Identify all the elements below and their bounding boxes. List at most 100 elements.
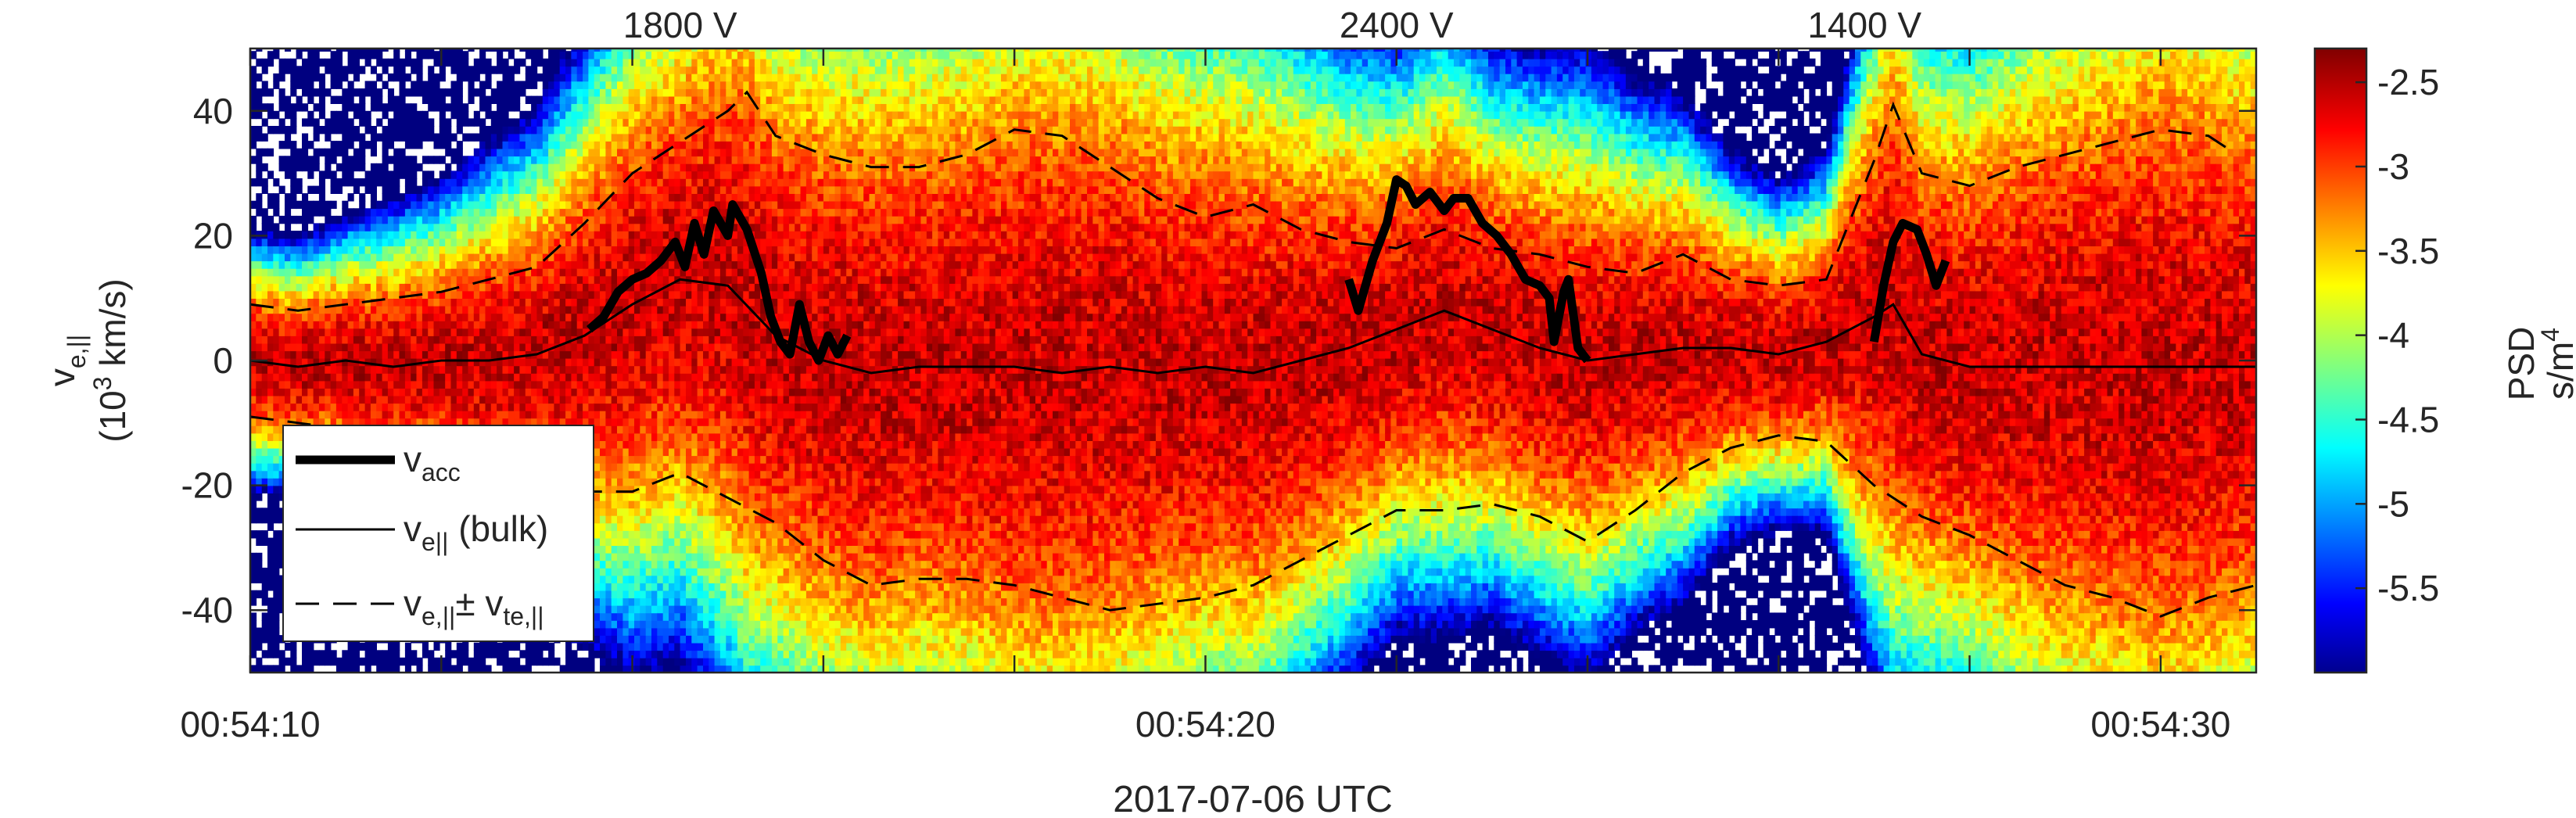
heatmap-cell	[348, 365, 354, 373]
heatmap-cell	[273, 433, 279, 441]
heatmap-cell	[342, 658, 348, 666]
heatmap-cell	[536, 51, 543, 59]
heatmap-cell	[279, 283, 285, 291]
heatmap-cell	[428, 178, 434, 186]
heatmap-cell	[531, 313, 537, 321]
heatmap-cell	[405, 658, 411, 666]
heatmap-cell	[479, 291, 486, 299]
heatmap-cell	[336, 321, 343, 328]
heatmap-cell	[267, 388, 274, 396]
heatmap-cell	[422, 643, 429, 651]
heatmap-cell	[594, 74, 601, 81]
heatmap-cell	[376, 239, 382, 246]
heatmap-cell	[531, 156, 537, 163]
heatmap-cell	[554, 335, 560, 343]
heatmap-cell	[348, 268, 354, 276]
heatmap-cell	[365, 658, 371, 666]
heatmap-cell	[342, 358, 348, 366]
heatmap-cell	[434, 186, 440, 194]
heatmap-cell	[417, 411, 423, 418]
heatmap-cell	[400, 246, 406, 253]
heatmap-cell	[336, 411, 343, 418]
heatmap-cell	[612, 500, 618, 508]
heatmap-cell	[622, 658, 629, 666]
heatmap-cell	[629, 620, 635, 628]
heatmap-cell	[359, 643, 365, 651]
heatmap-cell	[256, 201, 262, 209]
heatmap-cell	[519, 223, 526, 231]
heatmap-cell	[588, 373, 594, 381]
heatmap-cell	[348, 163, 354, 171]
heatmap-cell	[439, 66, 446, 74]
heatmap-cell	[382, 163, 389, 171]
heatmap-cell	[400, 276, 406, 284]
heatmap-cell	[285, 66, 291, 74]
heatmap-cell	[497, 51, 503, 59]
heatmap-cell	[571, 246, 577, 253]
heatmap-cell	[577, 350, 583, 358]
heatmap-cell	[543, 111, 549, 119]
heatmap-cell	[411, 216, 417, 224]
heatmap-cell	[314, 388, 320, 396]
heatmap-cell	[279, 126, 285, 134]
heatmap-cell	[371, 373, 377, 381]
heatmap-cell	[393, 411, 400, 418]
heatmap-cell	[445, 149, 451, 156]
heatmap-cell	[548, 283, 554, 291]
heatmap-cell	[622, 650, 629, 658]
heatmap-cell	[434, 365, 440, 373]
heatmap-cell	[400, 96, 406, 104]
heatmap-cell	[526, 328, 532, 336]
heatmap-cell	[497, 186, 503, 194]
heatmap-cell	[451, 186, 457, 194]
heatmap-cell	[348, 126, 354, 134]
heatmap-cell	[411, 350, 417, 358]
heatmap-cell	[267, 568, 274, 576]
heatmap-cell	[434, 343, 440, 351]
heatmap-cell	[536, 118, 543, 126]
heatmap-cell	[262, 396, 268, 404]
heatmap-cell	[382, 306, 389, 314]
heatmap-cell	[565, 74, 572, 81]
heatmap-cell	[325, 321, 331, 328]
heatmap-cell	[605, 51, 612, 59]
heatmap-cell	[577, 328, 583, 336]
heatmap-cell	[497, 126, 503, 134]
heatmap-cell	[594, 538, 601, 546]
heatmap-cell	[588, 291, 594, 299]
heatmap-cell	[445, 268, 451, 276]
heatmap-cell	[285, 283, 291, 291]
heatmap-cell	[307, 373, 314, 381]
heatmap-cell	[319, 88, 325, 96]
heatmap-cell	[439, 178, 446, 186]
heatmap-cell	[290, 381, 296, 389]
heatmap-cell	[319, 103, 325, 111]
heatmap-cell	[325, 223, 331, 231]
heatmap-cell	[314, 186, 320, 194]
heatmap-cell	[491, 388, 497, 396]
heatmap-cell	[348, 335, 354, 343]
heatmap-cell	[273, 440, 279, 448]
heatmap-cell	[307, 208, 314, 216]
heatmap-cell	[565, 111, 572, 119]
heatmap-cell	[365, 291, 371, 299]
heatmap-cell	[273, 81, 279, 89]
heatmap-cell	[526, 186, 532, 194]
heatmap-cell	[388, 216, 394, 224]
heatmap-cell	[486, 163, 492, 171]
heatmap-cell	[445, 223, 451, 231]
heatmap-cell	[262, 433, 268, 441]
heatmap-cell	[348, 388, 354, 396]
heatmap-cell	[491, 343, 497, 351]
heatmap-cell	[479, 268, 486, 276]
heatmap-cell	[605, 268, 612, 276]
heatmap-cell	[519, 313, 526, 321]
heatmap-cell	[353, 268, 360, 276]
heatmap-cell	[577, 149, 583, 156]
heatmap-cell	[279, 381, 285, 389]
heatmap-cell	[388, 283, 394, 291]
heatmap-cell	[617, 448, 623, 456]
heatmap-cell	[325, 260, 331, 268]
heatmap-cell	[439, 208, 446, 216]
heatmap-cell	[588, 81, 594, 89]
